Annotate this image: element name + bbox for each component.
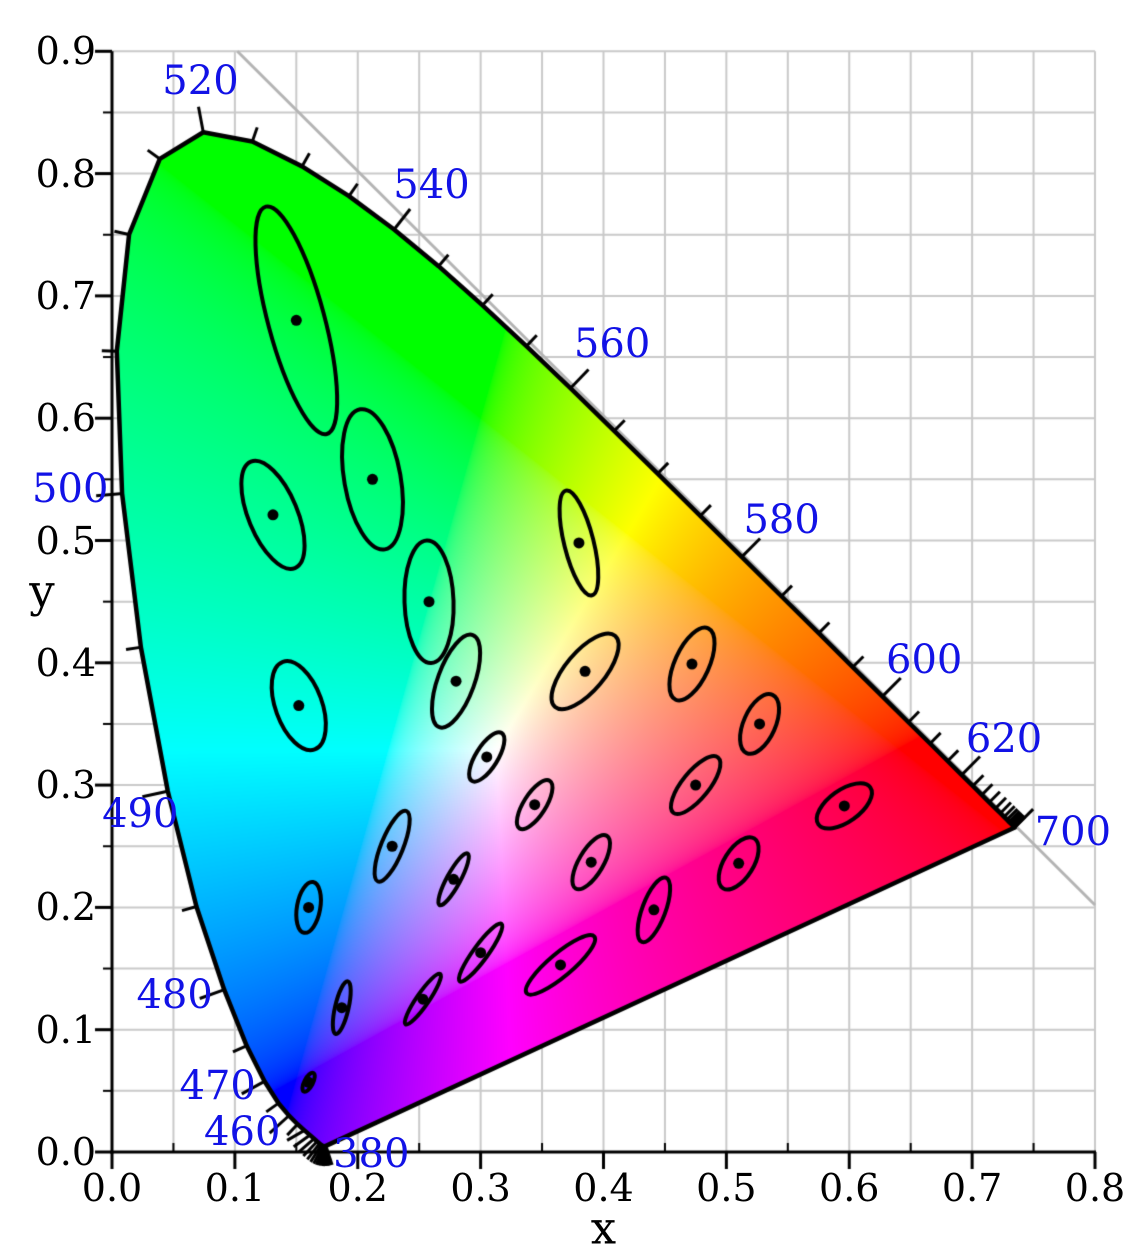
cie-1931-chromaticity-diagram: x y 0.0 0.1 0.2 0.3 0.4 0.5 0.6 0.7 0.8 0.0 0.1 0.2… [0, 0, 1140, 1260]
diagram-canvas [0, 0, 1140, 1260]
